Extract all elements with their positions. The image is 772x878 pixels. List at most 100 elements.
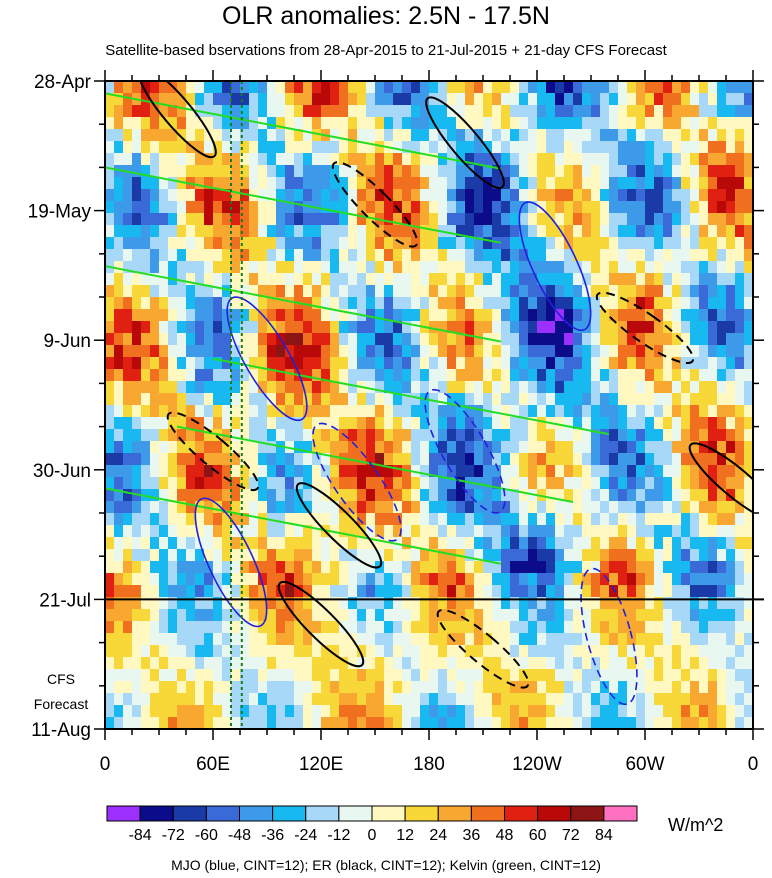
olr-cell: [195, 333, 205, 346]
olr-cell: [600, 513, 610, 526]
olr-cell: [555, 429, 565, 442]
olr-cell: [717, 489, 727, 502]
olr-cell: [699, 537, 709, 550]
olr-cell: [420, 201, 430, 214]
olr-cell: [609, 453, 619, 466]
olr-cell: [393, 489, 403, 502]
olr-cell: [447, 681, 457, 694]
olr-cell: [528, 693, 538, 706]
olr-cell: [411, 405, 421, 418]
olr-cell: [429, 249, 439, 262]
olr-cell: [222, 693, 232, 706]
olr-cell: [744, 225, 753, 238]
olr-cell: [195, 249, 205, 262]
olr-cell: [204, 393, 214, 406]
olr-cell: [537, 213, 547, 226]
olr-cell: [483, 297, 493, 310]
olr-cell: [267, 693, 277, 706]
olr-cell: [438, 405, 448, 418]
olr-cell: [537, 201, 547, 214]
olr-cell: [105, 237, 115, 250]
olr-cell: [510, 177, 520, 190]
olr-cell: [294, 393, 304, 406]
olr-cell: [528, 201, 538, 214]
olr-cell: [276, 261, 286, 274]
olr-cell: [537, 669, 547, 682]
olr-cell: [573, 441, 583, 454]
olr-cell: [708, 657, 718, 670]
colorbar-swatch: [106, 805, 141, 822]
olr-cell: [735, 189, 745, 202]
olr-cell: [438, 189, 448, 202]
olr-cell: [186, 573, 196, 586]
olr-cell: [717, 429, 727, 442]
olr-cell: [321, 333, 331, 346]
olr-cell: [150, 501, 160, 514]
olr-cell: [123, 705, 133, 718]
olr-cell: [375, 537, 385, 550]
y-tick-label: 9-Jun: [43, 331, 91, 352]
olr-cell: [654, 633, 664, 646]
olr-cell: [366, 333, 376, 346]
olr-cell: [591, 405, 601, 418]
olr-cell: [726, 441, 736, 454]
olr-cell: [681, 273, 691, 286]
olr-cell: [618, 717, 628, 729]
olr-cell: [447, 237, 457, 250]
olr-cell: [195, 441, 205, 454]
olr-cell: [411, 501, 421, 514]
olr-cell: [168, 597, 178, 610]
olr-cell: [258, 357, 268, 370]
olr-cell: [573, 369, 583, 382]
olr-cell: [717, 705, 727, 718]
olr-cell: [609, 189, 619, 202]
olr-cell: [447, 645, 457, 658]
olr-cell: [195, 165, 205, 178]
olr-cell: [501, 585, 511, 598]
olr-cell: [213, 117, 223, 130]
olr-cell: [285, 81, 295, 94]
olr-cell: [168, 357, 178, 370]
olr-cell: [357, 585, 367, 598]
olr-cell: [483, 273, 493, 286]
olr-cell: [123, 417, 133, 430]
olr-cell: [699, 501, 709, 514]
olr-cell: [717, 585, 727, 598]
olr-cell: [726, 489, 736, 502]
olr-cell: [528, 645, 538, 658]
olr-cell: [537, 549, 547, 562]
olr-cell: [132, 609, 142, 622]
olr-cell: [618, 201, 628, 214]
olr-cell: [663, 357, 673, 370]
olr-cell: [573, 345, 583, 358]
olr-cell: [267, 165, 277, 178]
olr-cell: [366, 225, 376, 238]
olr-cell: [393, 141, 403, 154]
olr-cell: [555, 585, 565, 598]
olr-cell: [528, 213, 538, 226]
olr-cell: [690, 117, 700, 130]
olr-cell: [465, 465, 475, 478]
olr-cell: [285, 369, 295, 382]
olr-cell: [690, 513, 700, 526]
mjo-contour: [518, 201, 592, 332]
olr-cell: [519, 81, 529, 94]
olr-cell: [483, 597, 493, 610]
olr-cell: [627, 201, 637, 214]
olr-cell: [222, 465, 232, 478]
olr-cell: [240, 309, 250, 322]
olr-cell: [618, 345, 628, 358]
olr-cell: [618, 273, 628, 286]
olr-cell: [546, 237, 556, 250]
olr-cell: [330, 657, 340, 670]
olr-cell: [636, 93, 646, 106]
olr-cell: [618, 489, 628, 502]
olr-cell: [645, 117, 655, 130]
olr-cell: [312, 669, 322, 682]
olr-cell: [546, 465, 556, 478]
olr-cell: [357, 105, 367, 118]
olr-cell: [663, 237, 673, 250]
olr-cell: [663, 597, 673, 610]
x-tick-label: 0: [748, 754, 759, 775]
olr-cell: [699, 609, 709, 622]
